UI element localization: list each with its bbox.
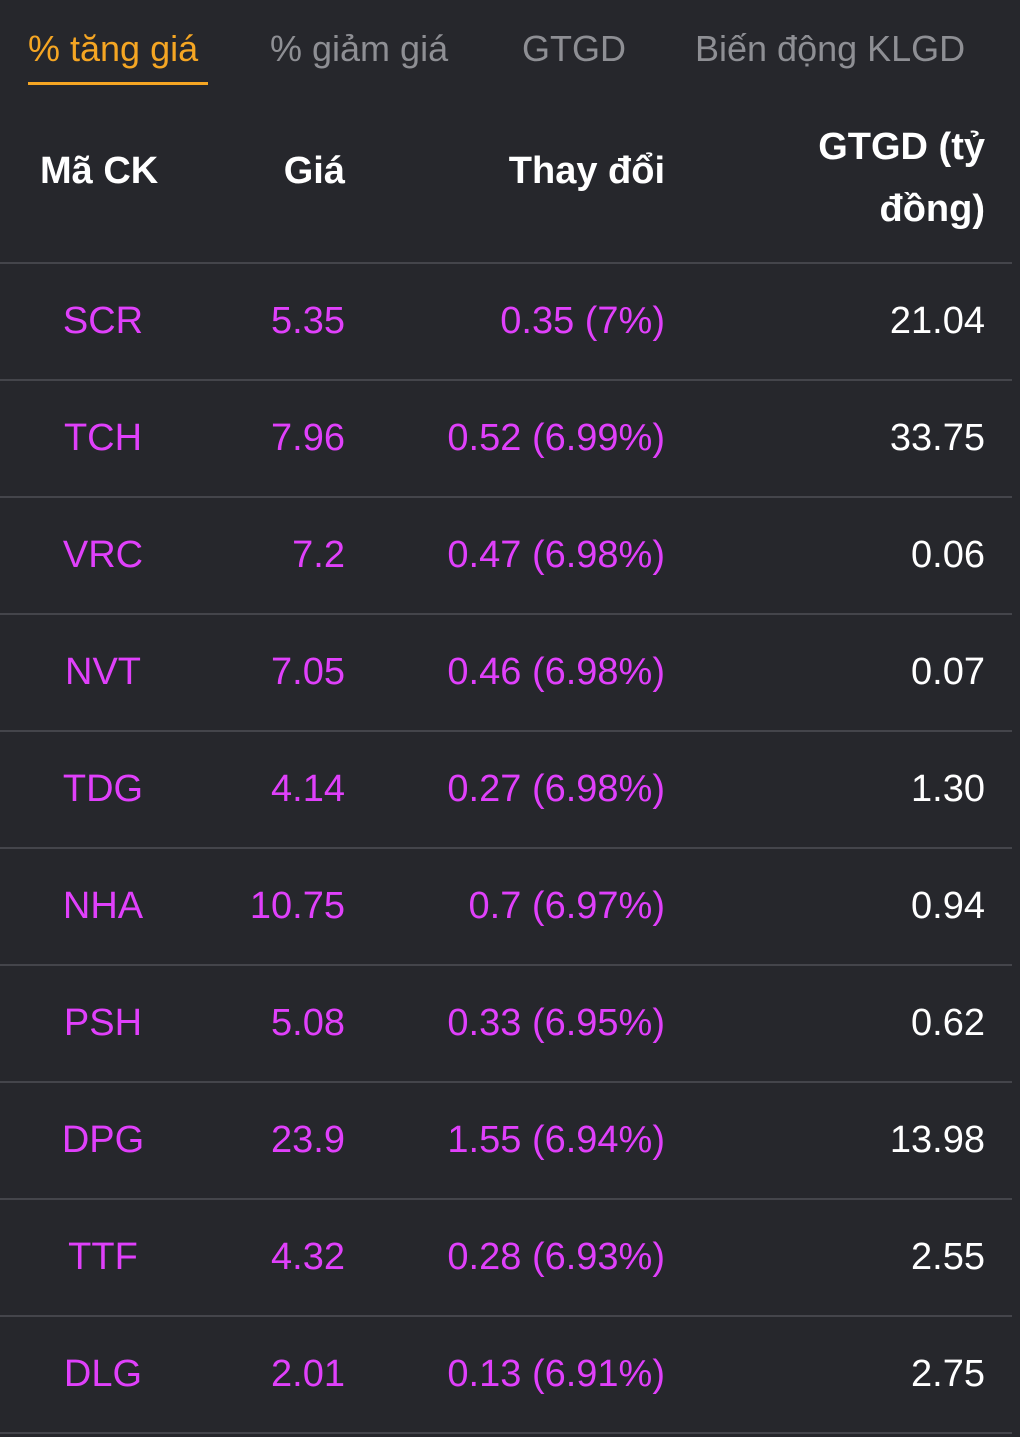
symbol-cell[interactable]: PSH [63,1002,143,1044]
symbol-cell[interactable]: SCR [62,300,144,342]
table-header: Mã CK Giá Thay đổi GTGD (tỷ đồng) [0,100,1012,264]
table-row[interactable]: NHA 10.75 0.7 (6.97%) 0.94 [0,849,1012,966]
symbol-cell[interactable]: DPG [61,1119,145,1161]
tab-top-gainers[interactable]: % tăng giá [28,28,199,69]
table-row[interactable]: VRC 7.2 0.47 (6.98%) 0.06 [0,498,1012,615]
value-cell: 2.55 [911,1236,985,1278]
change-cell: 0.7 (6.97%) [468,885,665,927]
table-row[interactable]: NVT 7.05 0.46 (6.98%) 0.07 [0,615,1012,732]
table-row[interactable]: TTF 4.32 0.28 (6.93%) 2.55 [0,1200,1012,1317]
change-cell: 0.33 (6.95%) [447,1002,665,1044]
change-cell: 0.52 (6.99%) [447,417,665,459]
symbol-cell[interactable]: TCH [63,417,143,459]
table-row[interactable]: DLG 2.01 0.13 (6.91%) 2.75 [0,1317,1012,1434]
value-cell: 33.75 [889,417,985,459]
value-cell: 13.98 [889,1119,985,1161]
symbol-cell[interactable]: TTF [68,1236,138,1278]
change-cell: 0.13 (6.91%) [447,1353,665,1395]
change-cell: 1.55 (6.94%) [447,1119,665,1161]
price-cell: 2.01 [271,1353,345,1395]
change-cell: 0.35 (7%) [500,300,665,342]
header-trading-value-line2: đồng) [879,188,985,230]
symbol-cell[interactable]: NHA [62,885,144,927]
value-cell: 21.04 [889,300,985,342]
header-trading-value[interactable]: GTGD (tỷ đồng) [765,116,985,240]
price-cell: 7.96 [271,417,345,459]
symbol-cell[interactable]: DLG [63,1353,143,1395]
price-cell: 4.14 [271,768,345,810]
price-cell: 5.08 [271,1002,345,1044]
value-cell: 2.75 [911,1353,985,1395]
header-price[interactable]: Giá [283,150,345,192]
change-cell: 0.47 (6.98%) [447,534,665,576]
change-cell: 0.28 (6.93%) [447,1236,665,1278]
value-cell: 0.62 [911,1002,985,1044]
tab-bar: % tăng giá % giảm giá GTGD Biến động KLG… [0,0,1020,100]
header-trading-value-line1: GTGD (tỷ [818,126,985,168]
price-cell: 4.32 [271,1236,345,1278]
symbol-cell[interactable]: TDG [62,768,144,810]
price-cell: 10.75 [249,885,345,927]
value-cell: 0.94 [911,885,985,927]
table-row[interactable]: TDG 4.14 0.27 (6.98%) 1.30 [0,732,1012,849]
table-body: SCR 5.35 0.35 (7%) 21.04 TCH 7.96 0.52 (… [0,264,1012,1434]
value-cell: 0.07 [911,651,985,693]
value-cell: 1.30 [911,768,985,810]
header-change[interactable]: Thay đổi [508,150,665,192]
tab-trading-value[interactable]: GTGD [522,28,626,69]
tab-volume-change[interactable]: Biến động KLGD [695,28,966,69]
table-row[interactable]: SCR 5.35 0.35 (7%) 21.04 [0,264,1012,381]
header-symbol[interactable]: Mã CK [40,150,159,192]
price-cell: 7.05 [271,651,345,693]
table-row[interactable]: DPG 23.9 1.55 (6.94%) 13.98 [0,1083,1012,1200]
change-cell: 0.46 (6.98%) [447,651,665,693]
table-row[interactable]: TCH 7.96 0.52 (6.99%) 33.75 [0,381,1012,498]
table-row[interactable]: PSH 5.08 0.33 (6.95%) 0.62 [0,966,1012,1083]
tab-top-losers[interactable]: % giảm giá [270,28,449,69]
symbol-cell[interactable]: NVT [65,651,141,693]
change-cell: 0.27 (6.98%) [447,768,665,810]
price-cell: 5.35 [271,300,345,342]
symbol-cell[interactable]: VRC [62,534,144,576]
price-cell: 23.9 [271,1119,345,1161]
price-cell: 7.2 [292,534,345,576]
value-cell: 0.06 [911,534,985,576]
active-tab-indicator [28,82,208,85]
